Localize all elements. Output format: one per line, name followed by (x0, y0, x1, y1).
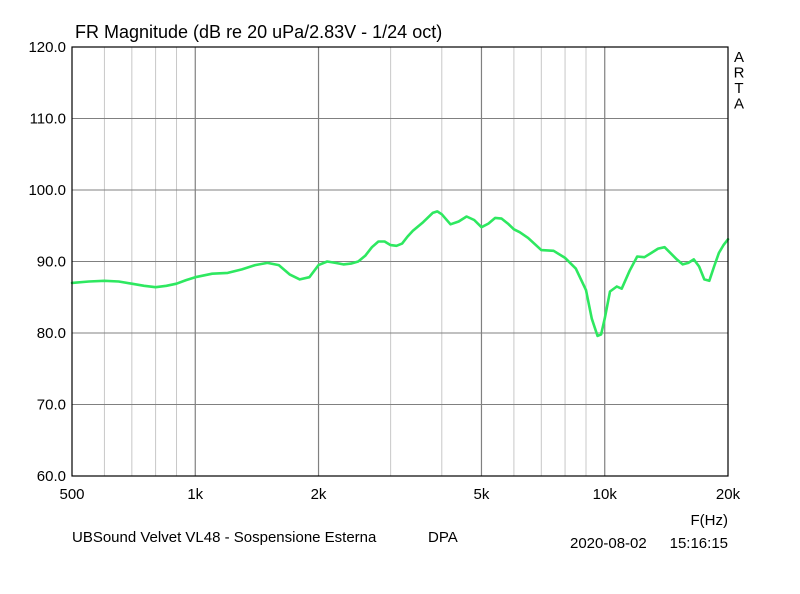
x-axis-label: F(Hz) (691, 512, 729, 529)
arta-watermark-letter: A (734, 96, 744, 113)
mic-label: DPA (428, 529, 458, 546)
x-tick-label: 1k (187, 486, 203, 503)
x-tick-label: 10k (593, 486, 618, 503)
arta-watermark-letter: A (734, 49, 744, 66)
measurement-date: 2020-08-02 (570, 535, 647, 552)
x-tick-label: 2k (311, 486, 327, 503)
x-tick-label: 500 (59, 486, 84, 503)
y-tick-label: 110.0 (30, 111, 66, 128)
y-tick-label: 60.0 (37, 468, 66, 485)
y-tick-label: 70.0 (37, 397, 66, 414)
x-tick-label: 5k (474, 486, 490, 503)
x-axis-ticks: 500 1k 2k 5k 10k 20k (59, 486, 740, 503)
frequency-response-curve (70, 210, 730, 338)
device-label: UBSound Velvet VL48 - Sospensione Estern… (72, 529, 377, 546)
chart-title: FR Magnitude (dB re 20 uPa/2.83V - 1/24 … (75, 22, 442, 42)
grid-lines (72, 47, 728, 476)
y-axis-ticks: 60.0 70.0 80.0 90.0 100.0 110.0 120.0 (28, 39, 66, 485)
y-tick-label: 100.0 (28, 182, 66, 199)
measurement-time: 15:16:15 (670, 535, 728, 552)
y-tick-label: 80.0 (37, 325, 66, 342)
x-tick-label: 20k (716, 486, 741, 503)
y-tick-label: 90.0 (37, 254, 66, 271)
arta-watermark-letter: T (734, 80, 743, 97)
plot-frame (71, 46, 729, 477)
y-tick-label: 120.0 (28, 39, 66, 56)
arta-watermark-letter: R (734, 65, 745, 82)
